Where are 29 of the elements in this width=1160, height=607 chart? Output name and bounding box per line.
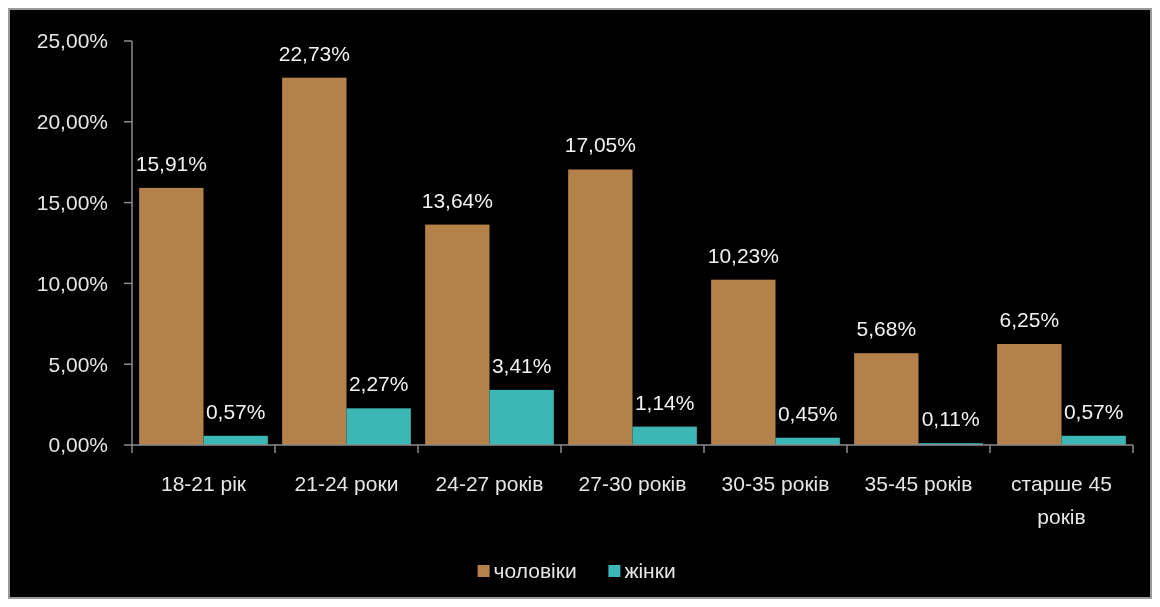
y-tick-label: 5,00% bbox=[48, 352, 108, 376]
x-tick-label: 35-45 років bbox=[864, 472, 973, 495]
data-label: 0,57% bbox=[1063, 399, 1124, 423]
data-label: 22,73% bbox=[278, 41, 350, 65]
y-tick-label: 20,00% bbox=[36, 110, 108, 134]
data-label: 0,45% bbox=[777, 401, 838, 425]
data-label: 17,05% bbox=[564, 133, 636, 157]
x-tick-label: старше 45 років bbox=[1011, 472, 1112, 528]
data-label: 0,57% bbox=[205, 399, 266, 423]
y-tick-label: 15,00% bbox=[36, 190, 108, 214]
data-label: 13,64% bbox=[421, 188, 493, 212]
data-label: 0,11% bbox=[921, 407, 980, 431]
y-tick-label: 25,00% bbox=[36, 29, 108, 53]
data-label: 1,14% bbox=[634, 390, 695, 414]
y-tick-label: 0,00% bbox=[48, 433, 108, 457]
data-label: 10,23% bbox=[707, 243, 779, 267]
data-label: 2,27% bbox=[348, 372, 409, 396]
x-tick-label: 24-27 років bbox=[435, 472, 544, 495]
data-label: 5,68% bbox=[856, 317, 917, 341]
x-tick-label: 30-35 років bbox=[721, 472, 830, 495]
data-label: 15,91% bbox=[135, 151, 207, 175]
legend-label: чоловіки bbox=[493, 559, 577, 583]
x-tick-label: 27-30 років bbox=[578, 472, 687, 495]
legend-label: жінки bbox=[624, 559, 676, 583]
x-tick-label: 21-24 роки bbox=[294, 472, 399, 495]
data-label: 3,41% bbox=[491, 353, 552, 377]
y-tick-label: 10,00% bbox=[36, 271, 108, 295]
x-tick-label: 18-21 рік bbox=[160, 472, 247, 495]
data-label: 6,25% bbox=[999, 308, 1060, 331]
